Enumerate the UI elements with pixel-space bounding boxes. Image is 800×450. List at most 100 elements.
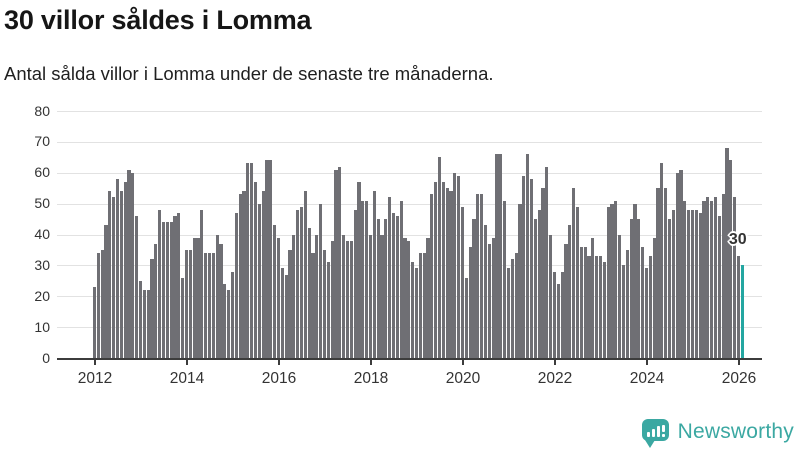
- bar: [457, 175, 461, 358]
- bar: [296, 209, 300, 358]
- bar: [587, 256, 591, 358]
- bar: [441, 182, 445, 358]
- bar: [418, 253, 422, 358]
- bar: [250, 163, 254, 358]
- bar: [629, 219, 633, 358]
- bar: [552, 271, 557, 358]
- x-axis-line: [57, 358, 762, 360]
- bar: [365, 200, 369, 358]
- bar: [430, 194, 434, 358]
- y-tick-label-30: 30: [34, 256, 50, 273]
- bar: [614, 200, 618, 358]
- bar: [598, 256, 603, 358]
- bar: [177, 212, 181, 358]
- bar: [606, 206, 610, 358]
- bar: [660, 163, 664, 358]
- bar: [96, 253, 100, 358]
- bar: [345, 240, 350, 358]
- bar: [637, 219, 641, 358]
- bar: [506, 268, 511, 358]
- bar: [568, 225, 572, 358]
- bar: [280, 268, 284, 358]
- bar: [211, 253, 215, 358]
- bar: [253, 182, 258, 358]
- bar: [223, 283, 227, 358]
- bar: [357, 182, 361, 358]
- y-tick-label-40: 40: [34, 226, 50, 242]
- bar: [353, 209, 357, 358]
- x-tick-label-2026: 2026: [721, 370, 757, 387]
- bar: [188, 249, 192, 358]
- bar: [694, 209, 698, 358]
- bar: [165, 222, 169, 358]
- bar: [518, 203, 522, 358]
- bar: [648, 256, 652, 358]
- newsworthy-logo: Newsworthy: [641, 419, 794, 448]
- last-value-label: 30: [728, 231, 747, 248]
- bar: [276, 237, 281, 358]
- bar: [710, 200, 714, 358]
- bar: [407, 240, 411, 358]
- bar: [100, 249, 104, 358]
- bar: [112, 197, 116, 358]
- bar: [108, 191, 112, 358]
- x-tick-label-2012: 2012: [77, 370, 113, 387]
- x-tick-2018: [369, 360, 372, 365]
- bar: [135, 215, 139, 358]
- bar: [545, 166, 549, 358]
- bar: [468, 246, 472, 358]
- y-tick-label-50: 50: [34, 195, 50, 212]
- bar: [158, 209, 162, 358]
- bar: [476, 194, 480, 358]
- bar: [115, 178, 120, 358]
- bar: [403, 237, 407, 358]
- bar: [526, 154, 530, 358]
- bar: [721, 194, 725, 358]
- bar: [265, 160, 269, 358]
- bar: [380, 234, 384, 358]
- y-tick-label-20: 20: [34, 287, 50, 304]
- bar: [192, 237, 196, 358]
- bar: [698, 212, 702, 358]
- bar: [549, 234, 553, 358]
- bar: [625, 249, 629, 358]
- gridline-y-60: [57, 172, 762, 174]
- bar: [529, 178, 534, 358]
- y-tick-label-70: 70: [34, 133, 50, 150]
- bar: [395, 215, 399, 358]
- bar: [399, 200, 403, 358]
- x-tick-label-2014: 2014: [169, 370, 205, 387]
- bar: [483, 225, 488, 358]
- bar: [372, 191, 376, 358]
- bar: [146, 290, 150, 358]
- bar: [464, 277, 468, 358]
- bar: [656, 188, 660, 358]
- gridline-y-80: [57, 111, 762, 112]
- bar: [242, 191, 246, 358]
- bar: [284, 274, 288, 358]
- bar: [644, 268, 649, 358]
- bar: [273, 225, 277, 358]
- bar: [200, 209, 204, 358]
- bar: [702, 200, 706, 358]
- bar: [434, 182, 438, 358]
- bar: [541, 188, 545, 358]
- bar: [514, 253, 518, 358]
- bar: [150, 259, 154, 358]
- bar: [361, 200, 365, 358]
- bar: [161, 222, 166, 358]
- bar: [334, 169, 338, 358]
- bar: [368, 234, 373, 358]
- bar: [591, 237, 595, 358]
- bar: [664, 188, 668, 358]
- newsworthy-bubble-chart-icon: [641, 419, 669, 448]
- bar: [207, 253, 212, 358]
- bar: [503, 200, 507, 358]
- bar: [537, 209, 541, 358]
- bar: [610, 203, 614, 358]
- bar: [533, 219, 537, 358]
- bar: [311, 253, 315, 358]
- bar: [706, 197, 710, 358]
- bar: [575, 206, 580, 358]
